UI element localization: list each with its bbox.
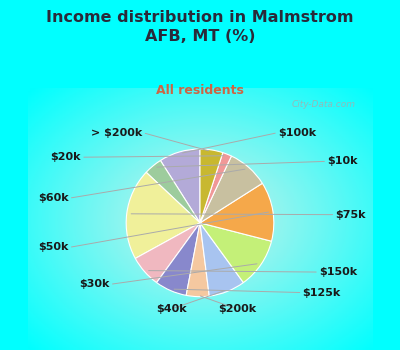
Wedge shape: [157, 223, 200, 295]
Text: $75k: $75k: [335, 210, 366, 220]
Wedge shape: [200, 149, 223, 223]
Text: $60k: $60k: [38, 193, 69, 203]
Wedge shape: [135, 223, 200, 282]
Wedge shape: [200, 183, 274, 241]
Text: $20k: $20k: [50, 152, 81, 162]
Wedge shape: [186, 223, 209, 297]
Text: $200k: $200k: [218, 304, 256, 314]
Text: > $200k: > $200k: [91, 128, 142, 138]
Text: $40k: $40k: [156, 304, 187, 314]
Text: $10k: $10k: [327, 156, 358, 166]
Wedge shape: [200, 223, 272, 282]
Wedge shape: [200, 156, 262, 223]
Text: $100k: $100k: [278, 128, 316, 138]
Text: City-Data.com: City-Data.com: [292, 100, 356, 109]
Text: $150k: $150k: [319, 267, 357, 277]
Wedge shape: [200, 223, 243, 296]
Text: All residents: All residents: [156, 84, 244, 97]
Wedge shape: [200, 153, 232, 223]
Text: $30k: $30k: [79, 279, 110, 289]
Text: $125k: $125k: [302, 288, 341, 298]
Wedge shape: [146, 161, 200, 223]
Text: $50k: $50k: [38, 243, 69, 252]
Wedge shape: [160, 149, 200, 223]
Wedge shape: [126, 172, 200, 258]
Text: Income distribution in Malmstrom
AFB, MT (%): Income distribution in Malmstrom AFB, MT…: [46, 10, 354, 44]
